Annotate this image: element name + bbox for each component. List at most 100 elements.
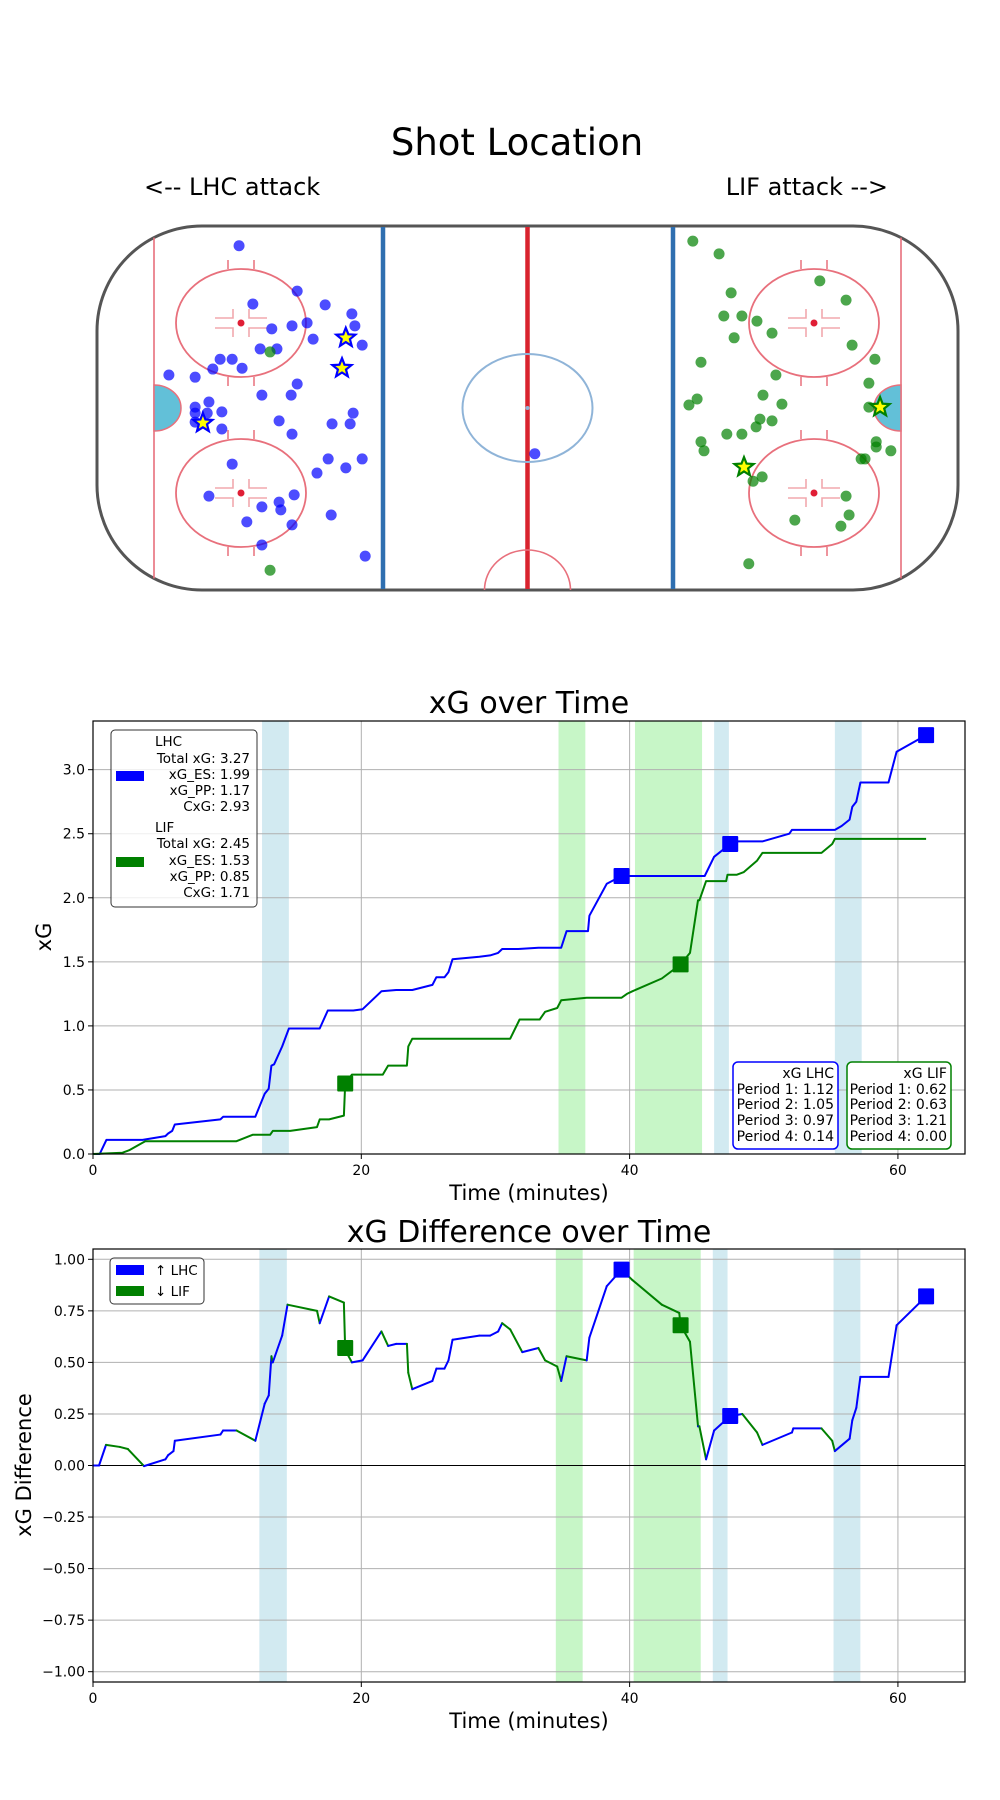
xgdiff-xtick-label: 60 <box>889 1691 907 1707</box>
shot-dot-lhc <box>319 299 331 311</box>
xgdiff-segment-lhc <box>497 1322 504 1333</box>
xg-over-time-chart: 0 20 40 60 0.0 0.5 1.0 1.5 2.0 2.5 3.0 <box>63 720 966 1179</box>
shot-dot-lif <box>264 346 276 358</box>
shot-dot-lif <box>766 327 778 339</box>
xg-ytick-label: 2.5 <box>63 827 85 843</box>
xg-xtick-label: 0 <box>89 1163 98 1179</box>
xgdiff-segment-lif <box>235 1429 257 1442</box>
shot-dot-lhc <box>247 298 259 310</box>
xgdiff-ytick-label: −0.75 <box>42 1613 85 1629</box>
diff-legend-lif-label: ↓ LIF <box>155 1284 190 1300</box>
faceoff-cross-mark <box>788 497 807 507</box>
xgdiff-segment-lhc <box>167 1450 175 1457</box>
faceoff-cross-mark <box>248 327 267 337</box>
period-box-lif-title: xG LIF <box>903 1066 947 1082</box>
shot-dot-lhc <box>226 458 238 470</box>
shot-dot-lhc <box>163 369 175 381</box>
goal-star-lhc <box>190 409 216 434</box>
xgdiff-axes-frame <box>92 1248 966 1683</box>
xgdiff-segment-lhc <box>848 1419 854 1440</box>
legend-lif-total: Total xG: 2.45 <box>156 836 250 852</box>
shot-dot-lif <box>728 332 740 344</box>
shot-dot-lhc <box>344 418 356 430</box>
shot-dot-lif <box>687 235 699 247</box>
xg-difference-chart: 0 20 40 60 −1.00 −0.75 −0.50 −0.25 0.00 0.25 0.50 0… <box>42 1248 966 1707</box>
xgdiff-segment-lhc <box>761 1431 793 1446</box>
faceoff-cross-mark <box>215 479 234 489</box>
faceoff-cross-mark <box>821 479 840 489</box>
xgdiff-segment-lif <box>565 1355 588 1362</box>
shot-dot-lif <box>835 520 847 532</box>
faceoff-cross-mark <box>788 309 807 319</box>
xgdiff-segment-lhc <box>271 1334 284 1364</box>
xgdiff-segment-lhc <box>851 1406 858 1422</box>
shot-location-title: Shot Location <box>391 121 643 164</box>
xgdiff-xtick-label: 40 <box>621 1691 639 1707</box>
shot-dot-lif <box>743 558 755 570</box>
xgdiff-segment-lhc <box>833 1437 851 1453</box>
xgdiff-segment-lhc <box>281 1303 289 1337</box>
shot-dot-lhc <box>288 489 300 501</box>
xg-ytick-label: 1.0 <box>63 1019 85 1035</box>
shot-dot-lif <box>750 421 762 433</box>
xgdiff-segment-lhc <box>411 1379 434 1391</box>
shot-dot-lhc <box>346 308 358 320</box>
xg-ytick-label: 1.5 <box>63 955 85 971</box>
faceoff-circle-group <box>175 430 307 556</box>
shot-dot-lif <box>721 428 733 440</box>
xgdiff-xtick-label: 20 <box>352 1691 370 1707</box>
xgdiff-goal-marker-lif <box>672 1317 689 1334</box>
xgdiff-ytick-label: 0.50 <box>54 1355 85 1371</box>
xgdiff-segment-lhc <box>318 1295 331 1325</box>
xg-xtick-label: 40 <box>621 1163 639 1179</box>
shot-dot-lhc <box>256 389 268 401</box>
xgdiff-segment-lif <box>126 1448 145 1468</box>
xgdiff-segment-lhc <box>887 1324 898 1378</box>
faceoff-dot <box>237 489 245 497</box>
shot-dot-lhc <box>214 353 226 365</box>
shot-dot-lhc <box>275 504 287 516</box>
period-box-lhc-title: xG LHC <box>782 1066 834 1082</box>
shot-dot-lhc <box>207 363 219 375</box>
faceoff-circle <box>748 438 880 548</box>
shot-dot-lif <box>757 389 769 401</box>
shot-dot-lif <box>695 356 707 368</box>
shot-dot-lif <box>691 393 703 405</box>
xgdiff-segment-lif <box>556 1365 563 1382</box>
faceoff-cross-mark <box>215 497 234 507</box>
xg-power-play-shade-lhc <box>262 721 289 1154</box>
shot-dot-lif <box>264 564 276 576</box>
xgdiff-goal-marker-lhc <box>918 1288 935 1305</box>
shot-dot-lif <box>766 415 778 427</box>
xg-line-lif <box>92 837 927 1155</box>
shot-dot-lif <box>736 310 748 322</box>
xg-ytick-label: 0.5 <box>63 1083 85 1099</box>
xg-xtick-label: 60 <box>889 1163 907 1179</box>
shot-dot-lif <box>747 475 759 487</box>
shot-dot-lhc <box>359 550 371 562</box>
xg-diff-legend: ↑ LHC ↓ LIF <box>109 1257 205 1305</box>
shot-dot-lhc <box>301 317 313 329</box>
xgdiff-segment-lhc <box>443 1359 450 1370</box>
xgdiff-segment-lif <box>118 1445 129 1451</box>
xgdiff-segment-lif <box>328 1295 345 1304</box>
shot-dot-lif <box>770 369 782 381</box>
shot-dot-lif <box>859 453 871 465</box>
shot-dot-lhc <box>311 467 323 479</box>
xgdiff-segment-lhc <box>585 1336 591 1362</box>
shot-dot-lhc <box>307 333 319 345</box>
shot-dot-lif <box>885 445 897 457</box>
rink <box>95 224 960 592</box>
xgdiff-segment-lif <box>509 1328 524 1354</box>
referee-crease <box>483 549 572 591</box>
shot-dot-lif <box>789 514 801 526</box>
xgdiff-segment-lif <box>660 1303 681 1314</box>
xgdiff-ytick-label: −0.25 <box>42 1510 85 1526</box>
shot-dot-lif <box>870 441 882 453</box>
shot-dot-lhc <box>256 539 268 551</box>
shot-dot-lhc <box>233 240 245 252</box>
diff-legend-swatch-lhc <box>116 1265 144 1275</box>
legend-lhc-cxg: CxG: 2.93 <box>183 799 250 815</box>
xg-power-play-shade-lif <box>558 721 586 1154</box>
xgdiff-segment-lif <box>820 1427 834 1442</box>
